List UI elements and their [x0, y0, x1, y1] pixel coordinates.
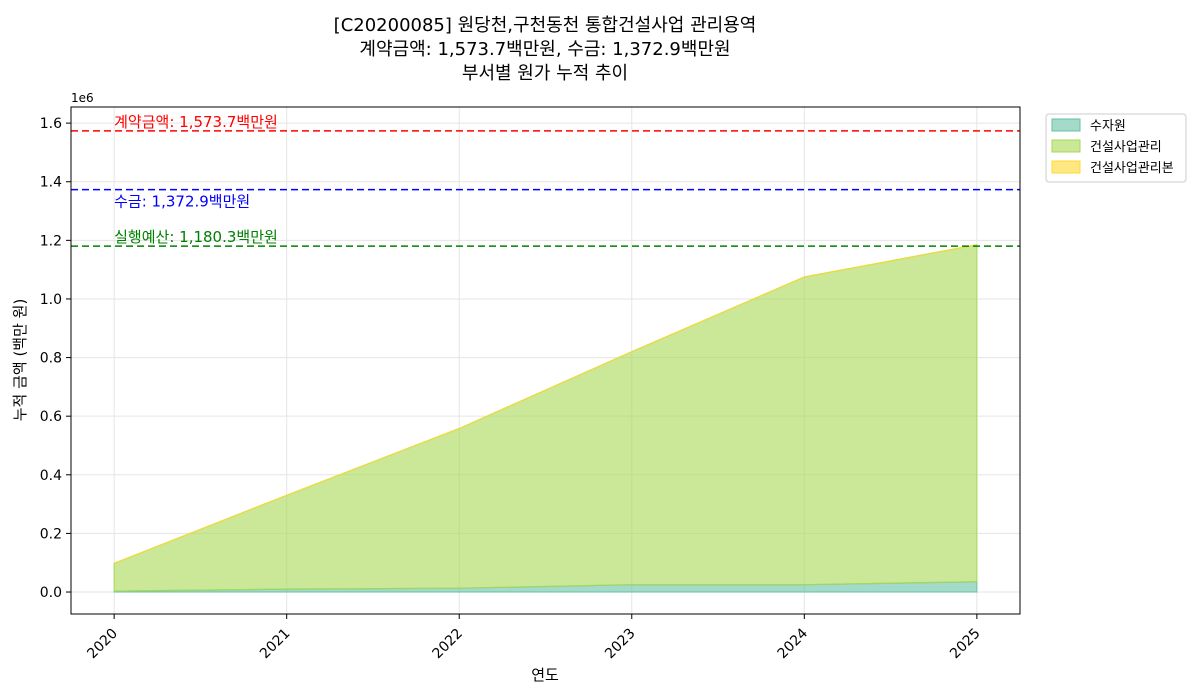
x-tick-label: 2024: [775, 625, 812, 662]
y-tick-label: 1.2: [40, 233, 62, 249]
legend-label-0: 수자원: [1090, 119, 1126, 134]
y-tick-label: 1.0: [40, 292, 62, 308]
y-axis-label: 누적 금액 (백만 원): [11, 299, 29, 422]
x-axis-label: 연도: [531, 666, 559, 684]
area-series: [113, 244, 978, 593]
y-tick-label: 1.6: [40, 116, 62, 132]
y-tick-label: 0.6: [40, 409, 62, 425]
x-axis-ticks: 2020 2021 2022 2023 2024 2025: [84, 614, 984, 663]
y-tick-label: 1.4: [40, 175, 62, 191]
legend-label-1: 건설사업관리: [1090, 140, 1162, 155]
y-tick-label: 0.4: [40, 468, 62, 484]
title-line-3: 부서별 원가 누적 추이: [462, 63, 628, 84]
chart-title: [C20200085] 원당천,구천동천 통합건설사업 관리용역 계약금액: 1…: [334, 15, 757, 84]
legend-swatch-0: [1051, 118, 1081, 132]
plot-frame: [70, 106, 1021, 615]
legend-swatch-2: [1051, 160, 1081, 174]
x-tick-label: 2023: [602, 626, 639, 663]
x-tick-label: 2022: [430, 626, 467, 663]
reference-label-0: 계약금액: 1,573.7백만원: [114, 113, 278, 131]
y-tick-label: 0.0: [40, 585, 62, 601]
legend-swatch-1: [1051, 139, 1081, 153]
legend-frame: [1045, 113, 1187, 183]
y-tick-label: 0.8: [40, 351, 62, 367]
area-series-2: [113, 244, 977, 564]
title-line-1: [C20200085] 원당천,구천동천 통합건설사업 관리용역: [334, 15, 757, 36]
y-axis-multiplier: 1e6: [71, 91, 94, 105]
x-tick-label: 2020: [84, 626, 121, 663]
title-line-2: 계약금액: 1,573.7백만원, 수금: 1,372.9백만원: [359, 39, 730, 60]
y-axis-ticks: 0.0 0.2 0.4 0.6 0.8 1.0 1.2 1.4 1.6: [40, 116, 71, 601]
x-tick-label: 2021: [257, 626, 294, 663]
x-tick-label: 2025: [947, 626, 984, 663]
legend-label-2: 건설사업관리본: [1090, 161, 1174, 176]
reference-label-2: 실행예산: 1,180.3백만원: [114, 228, 278, 246]
area-series-1: [113, 244, 978, 592]
reference-label-1: 수금: 1,372.9백만원: [114, 193, 250, 211]
y-tick-label: 0.2: [40, 526, 62, 542]
